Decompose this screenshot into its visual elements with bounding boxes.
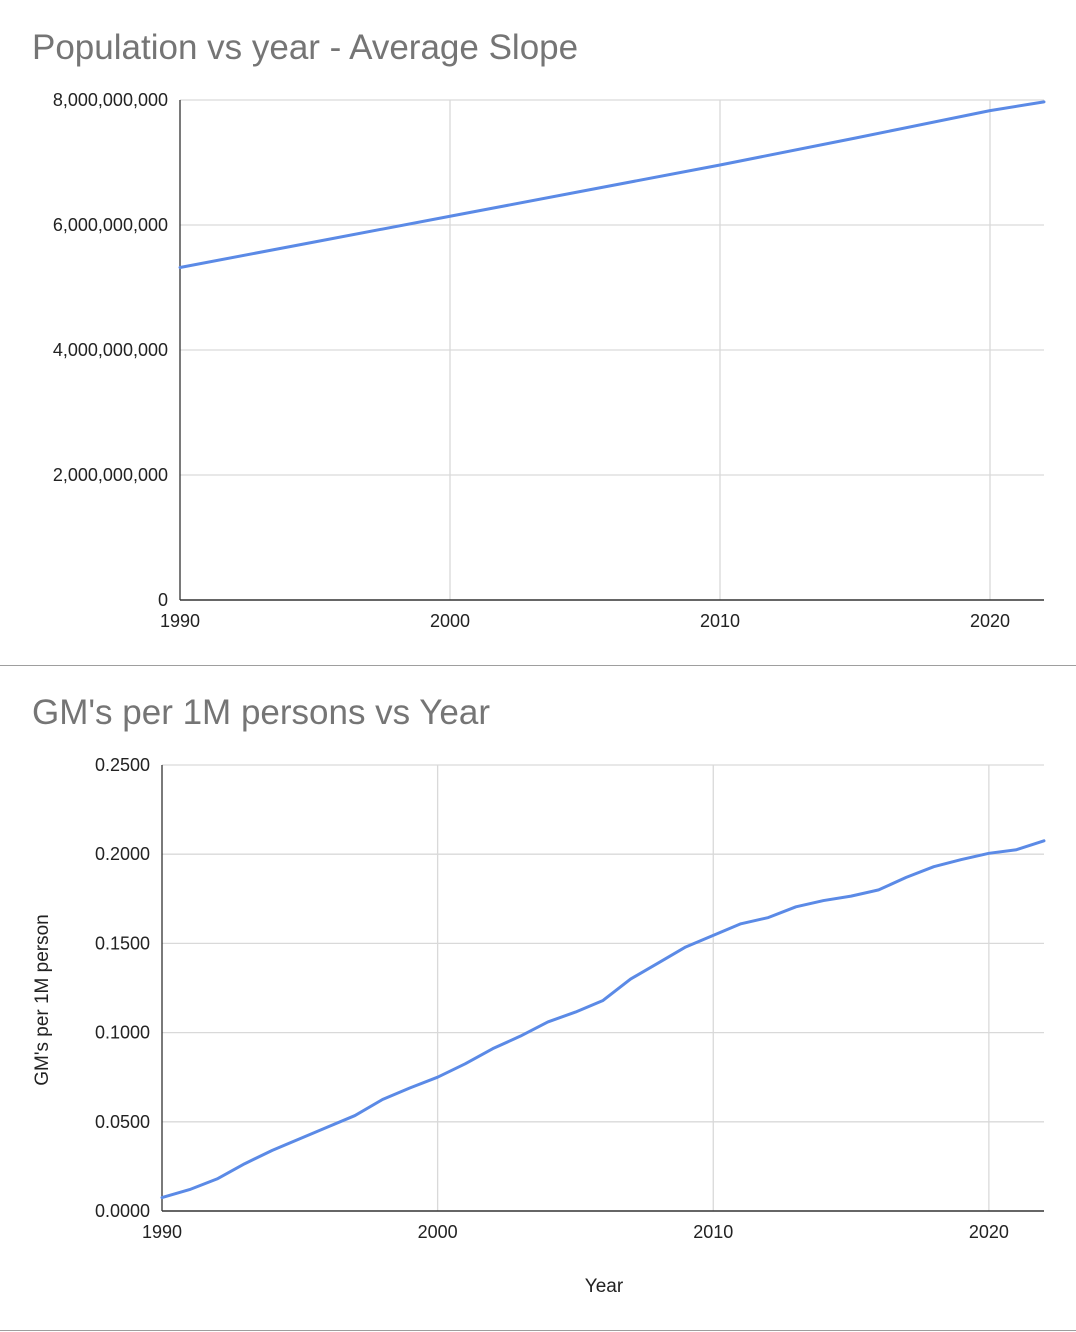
x-axis-title: Year <box>585 1276 624 1297</box>
y-tick-label: 0.1000 <box>95 1023 150 1043</box>
y-tick-label: 8,000,000,000 <box>53 90 168 110</box>
y-tick-label: 4,000,000,000 <box>53 340 168 360</box>
chart-title: GM's per 1M persons vs Year <box>32 693 490 732</box>
series-line <box>160 839 1046 1200</box>
y-tick-label: 6,000,000,000 <box>53 215 168 235</box>
y-tick-label: 0 <box>158 590 168 610</box>
x-tick-label: 2000 <box>430 611 470 631</box>
y-axis-title: GM's per 1M person <box>32 914 53 1086</box>
y-tick-label: 0.1500 <box>95 933 150 953</box>
series-line <box>178 100 1046 269</box>
x-tick-label: 1990 <box>142 1222 182 1242</box>
chart-title: Population vs year - Average Slope <box>32 28 579 67</box>
divider <box>0 665 1076 666</box>
chart-gms-per-million: GM's per 1M persons vs Year 0.0000 0.0500… <box>0 666 1076 1330</box>
chart-population: Population vs year - Average Slope 0 2,00… <box>0 0 1076 665</box>
y-tick-label: 0.0000 <box>95 1201 150 1221</box>
x-tick-label: 2020 <box>969 1222 1009 1242</box>
y-tick-label: 0.2000 <box>95 844 150 864</box>
chart-plot: 0 2,000,000,000 4,000,000,000 6,000,000,000… <box>53 90 1046 631</box>
x-tick-label: 2000 <box>418 1222 458 1242</box>
y-tick-label: 2,000,000,000 <box>53 465 168 485</box>
chart-plot: 0.0000 0.0500 0.1000 0.1500 0.2000 0.2500 1990… <box>32 755 1046 1297</box>
divider <box>0 1330 1076 1331</box>
y-tick-label: 0.2500 <box>95 755 150 775</box>
x-tick-label: 2010 <box>693 1222 733 1242</box>
x-tick-label: 2020 <box>970 611 1010 631</box>
x-tick-label: 1990 <box>160 611 200 631</box>
y-tick-label: 0.0500 <box>95 1112 150 1132</box>
x-tick-label: 2010 <box>700 611 740 631</box>
